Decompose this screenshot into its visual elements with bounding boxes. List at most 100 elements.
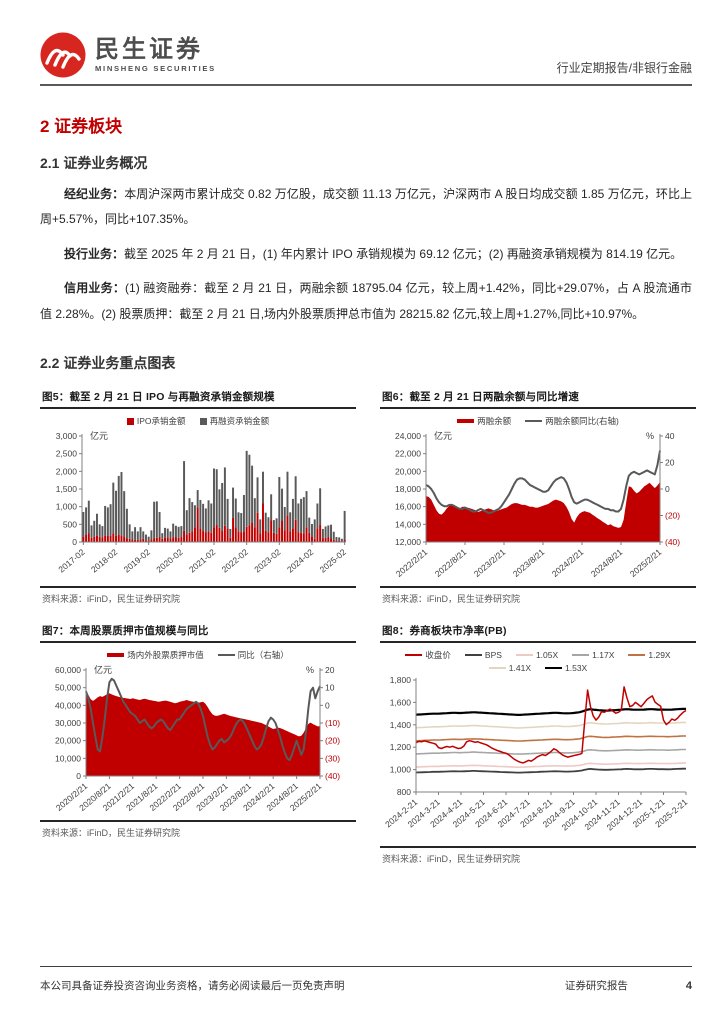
legend-swatch-icon [217, 654, 235, 657]
svg-text:20,000: 20,000 [395, 467, 421, 477]
svg-text:%: % [306, 665, 314, 675]
paragraph-brokerage: 经纪业务：本周沪深两市累计成交 0.82 万亿股，成交额 11.13 万亿元，沪… [40, 182, 692, 233]
legend-label: 1.53X [565, 663, 588, 674]
chart-canvas: 12,000 14,000 16,000 18,000 20,000 22,000 24,0… [394, 430, 680, 579]
section-title: 2 证券板块 [40, 117, 123, 136]
svg-text:2,000: 2,000 [56, 467, 78, 477]
svg-text:2021-02: 2021-02 [187, 547, 218, 575]
svg-text:1,600: 1,600 [390, 698, 412, 708]
chart-title: 图5：截至 2 月 21 日 IPO 与再融资承销金额规模 [40, 385, 356, 410]
legend-swatch-icon [515, 654, 533, 657]
chart-canvas: 0 10,000 20,000 30,000 40,000 50,000 60,000 亿元 (… [54, 664, 340, 813]
chart-panel-broker-pb: 图8：券商板块市净率(PB) 收盘价 BPS 1.05X 1.17X 1.29X 1.41… [380, 619, 696, 871]
logo-title: 民生证券 [95, 35, 203, 63]
svg-text:24,000: 24,000 [395, 431, 421, 441]
svg-text:20: 20 [665, 458, 675, 468]
svg-text:20,000: 20,000 [55, 736, 81, 746]
legend-swatch-icon [457, 419, 475, 424]
svg-text:1,800: 1,800 [390, 675, 412, 685]
chart-panel-stock-pledge: 图7：本周股票质押市值规模与同比 场内外股票质押市值 同比（右轴） 0 10,000… [40, 619, 356, 871]
svg-text:2023/8/21: 2023/8/21 [511, 547, 547, 579]
legend-label: 场内外股票质押市值 [127, 650, 204, 661]
footer-disclaimer: 本公司具备证券投资咨询业务资格，请务必阅读最后一页免责声明 [40, 980, 345, 992]
svg-text:2024/2/21: 2024/2/21 [550, 547, 586, 579]
legend-label: 两融余额同比(右轴) [545, 416, 619, 427]
paragraph-text: 本周沪深两市累计成交 0.82 万亿股，成交额 11.13 万亿元，沪深两市 A… [40, 187, 692, 227]
svg-text:1,000: 1,000 [390, 765, 412, 775]
report-header: 民生证券 MINSHENG SECURITIES 行业定期报告/非银行金融 [40, 28, 692, 86]
svg-text:2024-02: 2024-02 [285, 547, 316, 575]
paragraph-investment-banking: 投行业务：截至 2025 年 2 月 21 日，(1) 年内累计 IPO 承销规… [40, 242, 692, 267]
svg-text:2024/8/21: 2024/8/21 [589, 547, 625, 579]
report-body: 2 证券板块 2.1 证券业务概况 经纪业务：本周沪深两市累计成交 0.82 万… [40, 96, 696, 871]
logo-text: 民生证券 MINSHENG SECURITIES [95, 35, 216, 74]
svg-text:2017-02: 2017-02 [56, 547, 87, 575]
charts-grid: 图5：截至 2 月 21 日 IPO 与再融资承销金额规模 IPO承销金额 再融资… [40, 385, 696, 871]
chart-source: 资料来源：iFinD，民生证券研究院 [40, 586, 356, 611]
legend-label: BPS [484, 650, 502, 661]
legend-item: 1.05X [515, 649, 559, 661]
page-number: 4 [685, 979, 692, 992]
legend-label: 1.41X [508, 663, 531, 674]
svg-text:40,000: 40,000 [55, 701, 81, 711]
svg-text:亿元: 亿元 [94, 664, 112, 675]
chart-legend: 两融余额 两融余额同比(右轴) [397, 414, 679, 428]
svg-text:(40): (40) [665, 537, 680, 547]
svg-text:800: 800 [397, 787, 411, 797]
legend-item: 1.29X [628, 649, 671, 661]
legend-label: 收盘价 [425, 650, 451, 661]
svg-text:1,500: 1,500 [56, 484, 78, 494]
svg-text:(10): (10) [325, 718, 340, 728]
svg-text:22,000: 22,000 [395, 449, 421, 459]
legend-item: 1.41X [488, 663, 531, 674]
svg-text:亿元: 亿元 [90, 430, 108, 441]
chart-area: 12,000 14,000 16,000 18,000 20,000 22,000 24,0… [380, 428, 696, 586]
legend-item: 收盘价 [405, 649, 451, 661]
paragraph-text: (1) 融资融券：截至 2 月 21 日，两融余额 18795.04 亿元，较上… [40, 281, 692, 321]
svg-text:30,000: 30,000 [55, 718, 81, 728]
svg-text:亿元: 亿元 [434, 430, 452, 441]
minsheng-logo-icon [40, 32, 86, 78]
svg-text:(40): (40) [325, 771, 340, 781]
chart-area: 0 500 1,000 1,500 2,000 2,500 3,000 亿元 2017-02 20… [40, 428, 356, 586]
legend-label: 同比（右轴） [237, 650, 289, 661]
chart-canvas: 8001,0001,2001,4001,6001,8002024-2-21202… [383, 675, 689, 832]
report-footer: 本公司具备证券投资咨询业务资格，请务必阅读最后一页免责声明 证券研究报告 4 [40, 966, 692, 993]
legend-label: 两融余额 [477, 416, 512, 427]
legend-label: 1.05X [535, 650, 559, 661]
svg-text:2025/2/21: 2025/2/21 [628, 547, 664, 579]
chart-area: 0 10,000 20,000 30,000 40,000 50,000 60,000 亿元 (… [40, 662, 356, 820]
legend-swatch-icon [525, 420, 543, 423]
company-logo: 民生证券 MINSHENG SECURITIES [40, 32, 216, 78]
svg-text:2020-02: 2020-02 [154, 547, 185, 575]
legend-item: 场内外股票质押市值 [107, 649, 204, 661]
svg-text:3,000: 3,000 [56, 431, 78, 441]
legend-swatch-icon [126, 417, 134, 425]
legend-swatch-icon [572, 654, 590, 657]
svg-text:16,000: 16,000 [395, 502, 421, 512]
paragraph-lead: 信用业务： [64, 281, 126, 296]
svg-text:12,000: 12,000 [395, 537, 421, 547]
legend-item: BPS [464, 649, 502, 661]
footer-report-type: 证券研究报告 [564, 980, 628, 992]
legend-label: 1.17X [592, 650, 615, 661]
chart-source: 资料来源：iFinD，民生证券研究院 [380, 846, 696, 871]
svg-text:1,400: 1,400 [390, 720, 412, 730]
svg-text:18,000: 18,000 [395, 484, 421, 494]
chart-title: 图8：券商板块市净率(PB) [380, 619, 696, 644]
svg-text:%: % [646, 431, 654, 441]
chart-panel-ipo-refinancing: 图5：截至 2 月 21 日 IPO 与再融资承销金额规模 IPO承销金额 再融资… [40, 385, 356, 611]
svg-text:2022/2/21: 2022/2/21 [394, 547, 430, 579]
svg-text:2018-02: 2018-02 [89, 547, 120, 575]
svg-text:500: 500 [63, 520, 77, 530]
chart-source: 资料来源：iFinD，民生证券研究院 [380, 586, 696, 611]
paragraph-text: 截至 2025 年 2 月 21 日，(1) 年内累计 IPO 承销规模为 69… [124, 246, 683, 261]
chart-area: 800 1,000 1,200 1,400 1,600 1,800 2024-2-21 202… [380, 674, 696, 846]
chart-panel-margin-balance: 图6：截至 2 月 21 日两融余额与同比增速 两融余额 两融余额同比(右轴) 1… [380, 385, 696, 611]
svg-text:2022-02: 2022-02 [220, 547, 251, 575]
subsection-charts-title: 2.2 证券业务重点图表 [40, 355, 176, 372]
svg-text:0: 0 [76, 771, 81, 781]
svg-text:14,000: 14,000 [395, 520, 421, 530]
